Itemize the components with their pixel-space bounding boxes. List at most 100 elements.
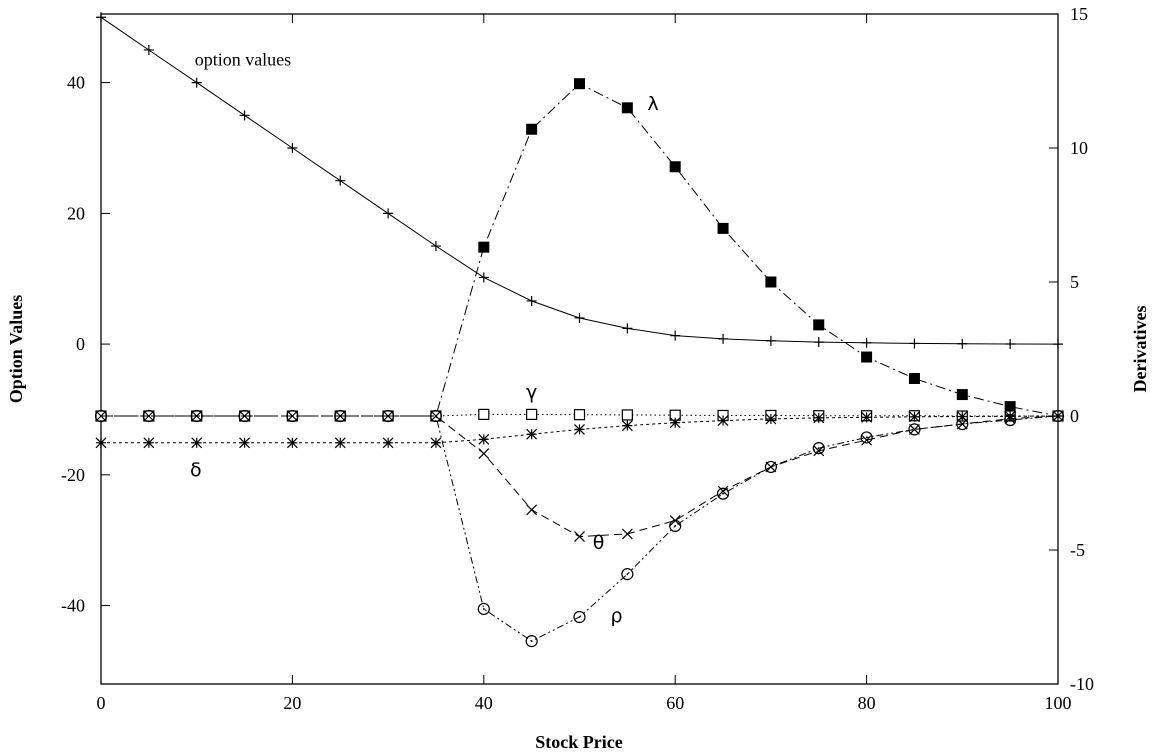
- data-point: [908, 423, 921, 436]
- data-point-center: [1057, 415, 1059, 417]
- data-point: [1004, 410, 1016, 422]
- series-annotation: λ: [647, 93, 658, 115]
- data-point-center: [578, 616, 581, 618]
- data-point: [142, 409, 155, 423]
- data-point: [477, 602, 490, 616]
- data-point-center: [291, 415, 294, 417]
- data-point-center: [100, 415, 102, 417]
- y-tick-label-left: 0: [76, 334, 85, 354]
- data-point-center: [1009, 419, 1012, 421]
- data-point: [621, 409, 633, 421]
- data-point: [382, 437, 394, 449]
- x-tick-label: 100: [1045, 693, 1072, 713]
- data-point-center: [865, 436, 868, 439]
- data-point: [573, 610, 586, 624]
- series-annotation: δ: [190, 459, 202, 481]
- data-point: [861, 434, 873, 446]
- data-point-center: [195, 415, 198, 417]
- data-point: [191, 77, 202, 88]
- data-point: [96, 12, 106, 23]
- data-point: [621, 568, 634, 581]
- y-axis-label-left: Option Values: [6, 295, 26, 404]
- data-point: [669, 519, 682, 532]
- data-point: [526, 428, 538, 440]
- data-point: [956, 417, 969, 431]
- series-group: [94, 12, 1065, 648]
- y-tick-label-right: -5: [1070, 540, 1085, 560]
- data-point: [382, 409, 395, 423]
- series-option-values: [96, 12, 1063, 350]
- data-point: [860, 431, 873, 444]
- y-tick-label-left: 20: [67, 203, 85, 223]
- series-annotation: γ: [526, 381, 537, 403]
- data-point: [430, 241, 441, 252]
- series-annotation: option values: [195, 50, 292, 70]
- data-point: [383, 208, 394, 219]
- y-tick-label-right: 10: [1070, 138, 1088, 158]
- data-point-center: [530, 640, 533, 643]
- data-point: [478, 433, 490, 445]
- data-point-center: [387, 415, 389, 417]
- data-point: [812, 442, 825, 455]
- data-point: [909, 411, 920, 423]
- data-point: [478, 241, 490, 253]
- data-point: [526, 123, 538, 135]
- data-point: [765, 413, 777, 425]
- series-annotation: ρ: [610, 605, 622, 627]
- x-tick-label: 20: [283, 693, 301, 713]
- y-axis-label-right: Derivatives: [1130, 306, 1150, 393]
- y-tick-label-left: -40: [61, 596, 85, 616]
- data-point: [1005, 338, 1016, 349]
- data-point: [574, 423, 585, 435]
- data-point: [764, 460, 778, 474]
- data-point: [191, 437, 203, 449]
- data-point: [1051, 409, 1065, 423]
- data-point: [716, 487, 730, 500]
- data-point-center: [626, 573, 629, 576]
- data-point-center: [435, 415, 437, 417]
- data-point: [574, 312, 585, 323]
- x-tick-label: 40: [475, 693, 493, 713]
- series-line: [101, 83, 1059, 417]
- series-annotation: θ: [593, 532, 605, 554]
- data-point: [574, 78, 585, 90]
- data-point-center: [961, 423, 964, 425]
- data-point: [526, 504, 538, 516]
- data-point: [573, 409, 586, 421]
- data-point: [622, 323, 633, 334]
- data-point: [670, 330, 681, 341]
- ticks-group: 0 20 40 60 80 100 -40 -20 0 20 40 -10 -5 0 5 10 15: [61, 4, 1094, 713]
- data-point: [956, 411, 968, 422]
- data-point: [525, 635, 538, 648]
- data-point: [238, 409, 251, 423]
- data-point: [956, 389, 968, 401]
- data-point-center: [482, 608, 485, 610]
- data-point: [335, 175, 346, 186]
- data-point-center: [339, 415, 342, 417]
- data-point: [334, 409, 347, 423]
- data-point: [478, 408, 490, 420]
- data-point: [765, 335, 776, 346]
- x-tick-label: 60: [666, 693, 684, 713]
- data-point: [239, 437, 250, 449]
- data-point: [669, 417, 681, 429]
- data-point: [574, 531, 585, 543]
- y-tick-label-right: -10: [1070, 674, 1094, 694]
- series-line: [101, 413, 1058, 417]
- data-point: [1004, 401, 1016, 413]
- x-tick-label: 0: [97, 693, 106, 713]
- data-point: [286, 409, 299, 423]
- data-point: [717, 222, 729, 234]
- series-line: [101, 415, 1059, 444]
- y-tick-label-right: 0: [1070, 406, 1079, 426]
- y-tick-label-right: 5: [1070, 272, 1079, 292]
- data-point: [430, 437, 442, 449]
- data-point: [813, 412, 825, 424]
- series-line: [101, 415, 1059, 642]
- x-tick-label: 80: [858, 693, 876, 713]
- y-tick-label-left: -20: [61, 465, 85, 485]
- data-point: [813, 337, 824, 348]
- data-point: [861, 351, 873, 363]
- data-point: [190, 409, 203, 423]
